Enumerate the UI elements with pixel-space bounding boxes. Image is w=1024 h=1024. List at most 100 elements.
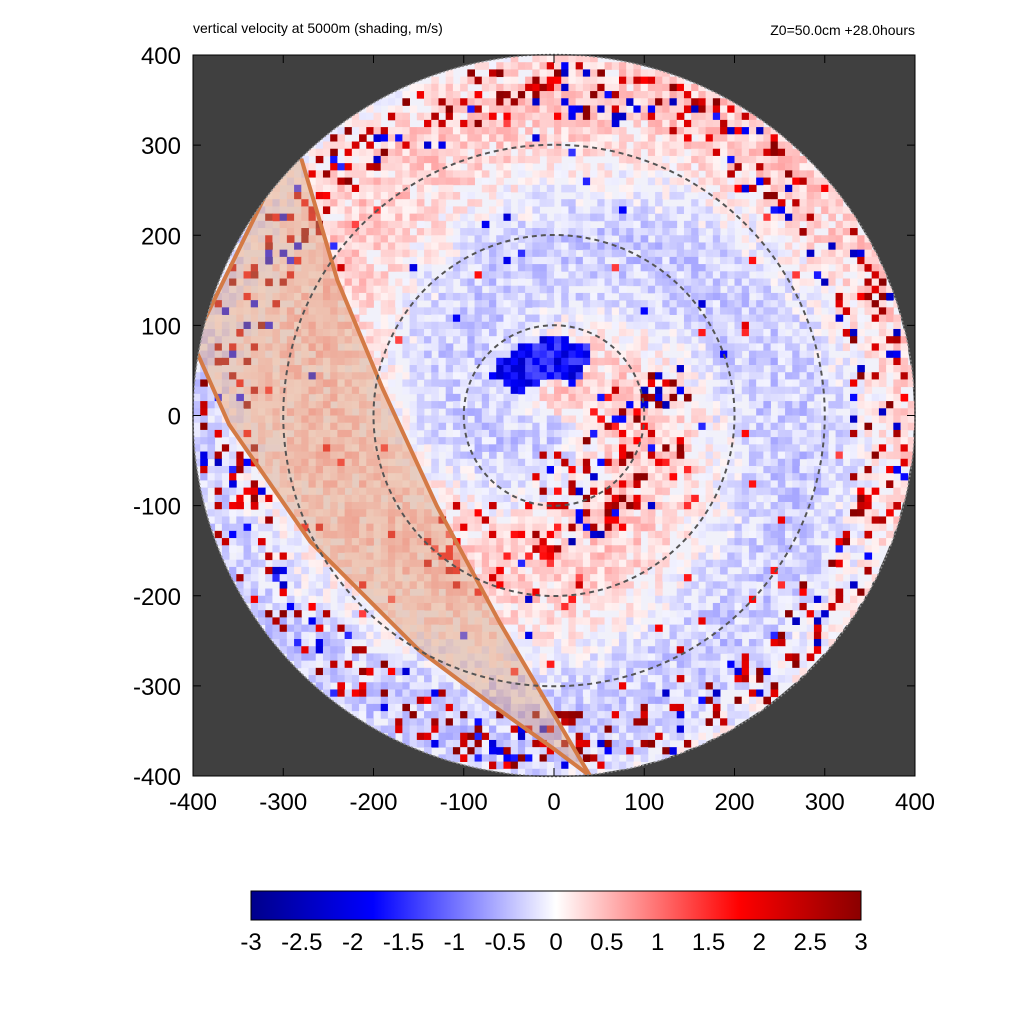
heatmap-cell — [748, 487, 757, 496]
heatmap-cell — [748, 134, 757, 142]
heatmap-cell — [214, 336, 223, 344]
heatmap-cell — [503, 213, 512, 222]
heatmap-cell — [474, 271, 483, 279]
heatmap-cell — [525, 451, 533, 460]
heatmap-cell — [380, 206, 389, 215]
heatmap-cell — [741, 119, 750, 128]
heatmap-cell — [315, 256, 324, 265]
heatmap-cell — [460, 372, 468, 380]
heatmap-cell — [193, 437, 201, 445]
heatmap-cell — [662, 256, 670, 265]
heatmap-cell — [857, 256, 865, 265]
heatmap-cell — [366, 177, 374, 186]
heatmap-cell — [777, 328, 786, 337]
heatmap-cell — [525, 429, 533, 438]
heatmap-cell — [229, 437, 237, 445]
heatmap-cell — [322, 444, 331, 452]
heatmap-cell — [250, 530, 259, 539]
heatmap-cell — [395, 264, 403, 272]
heatmap-cell — [525, 473, 533, 481]
heatmap-cell — [438, 429, 447, 438]
heatmap-cell — [438, 228, 447, 236]
heatmap-cell — [344, 437, 353, 445]
heatmap-cell — [546, 545, 555, 553]
heatmap-cell — [236, 458, 244, 467]
heatmap-cell — [546, 437, 555, 445]
heatmap-cell — [337, 422, 346, 431]
heatmap-cell — [402, 278, 410, 287]
heatmap-cell — [359, 401, 367, 409]
heatmap-cell — [265, 235, 273, 243]
heatmap-cell — [763, 350, 771, 359]
heatmap-cell — [893, 415, 901, 424]
heatmap-cell — [546, 235, 555, 243]
heatmap-cell — [633, 465, 642, 474]
heatmap-cell — [770, 264, 779, 272]
heatmap-cell — [647, 379, 656, 388]
heatmap-cell — [546, 415, 555, 424]
heatmap-cell — [344, 249, 353, 258]
heatmap-cell — [243, 242, 252, 251]
heatmap-cell — [409, 127, 418, 135]
heatmap-cell — [474, 119, 483, 128]
heatmap-cell — [481, 76, 490, 85]
heatmap-cell — [431, 437, 439, 445]
heatmap-cell — [517, 545, 526, 553]
heatmap-cell — [792, 242, 800, 251]
heatmap-cell — [828, 516, 836, 525]
heatmap-cell — [590, 148, 598, 157]
heatmap-cell — [315, 451, 324, 460]
heatmap-cell — [748, 451, 757, 460]
heatmap-cell — [344, 127, 353, 135]
heatmap-cell — [481, 393, 490, 402]
heatmap-cell — [676, 264, 685, 272]
heatmap-cell — [308, 271, 317, 279]
heatmap-cell — [467, 112, 475, 121]
heatmap-cell — [662, 91, 670, 99]
heatmap-cell — [633, 62, 642, 70]
heatmap-cell — [777, 545, 786, 553]
heatmap-cell — [568, 328, 577, 337]
heatmap-cell — [395, 170, 403, 178]
heatmap-cell — [568, 271, 577, 279]
heatmap-cell — [510, 155, 519, 164]
heatmap-cell — [344, 480, 353, 489]
heatmap-cell — [452, 242, 461, 251]
heatmap-cell — [416, 473, 425, 481]
heatmap-cell — [359, 379, 367, 388]
heatmap-cell — [294, 458, 302, 467]
heatmap-cell — [568, 559, 577, 568]
heatmap-cell — [510, 473, 519, 481]
heatmap-cell — [799, 437, 808, 445]
heatmap-cell — [474, 451, 483, 460]
heatmap-cell — [741, 307, 750, 315]
heatmap-cell — [662, 271, 670, 279]
heatmap-cell — [301, 393, 309, 402]
heatmap-cell — [337, 379, 346, 388]
heatmap-cell — [611, 559, 620, 568]
heatmap-cell — [301, 552, 309, 561]
heatmap-cell — [539, 487, 548, 496]
heatmap-cell — [835, 300, 844, 308]
heatmap-cell — [539, 336, 548, 344]
heatmap-cell — [626, 545, 634, 553]
heatmap-cell — [460, 105, 468, 114]
heatmap-cell — [756, 127, 764, 135]
heatmap-cell — [813, 170, 822, 178]
heatmap-cell — [272, 372, 281, 380]
heatmap-cell — [597, 271, 605, 279]
heatmap-cell — [373, 408, 382, 416]
heatmap-cell — [467, 105, 475, 114]
heatmap-cell — [517, 170, 526, 178]
heatmap-cell — [590, 127, 598, 135]
heatmap-cell — [777, 256, 786, 265]
heatmap-cell — [539, 127, 548, 135]
heatmap-cell — [265, 321, 273, 330]
heatmap-cell — [683, 437, 692, 445]
heatmap-cell — [315, 343, 324, 352]
heatmap-cell — [561, 134, 569, 142]
heatmap-cell — [561, 148, 569, 157]
heatmap-cell — [850, 437, 858, 445]
heatmap-cell — [850, 343, 858, 352]
heatmap-cell — [676, 328, 685, 337]
